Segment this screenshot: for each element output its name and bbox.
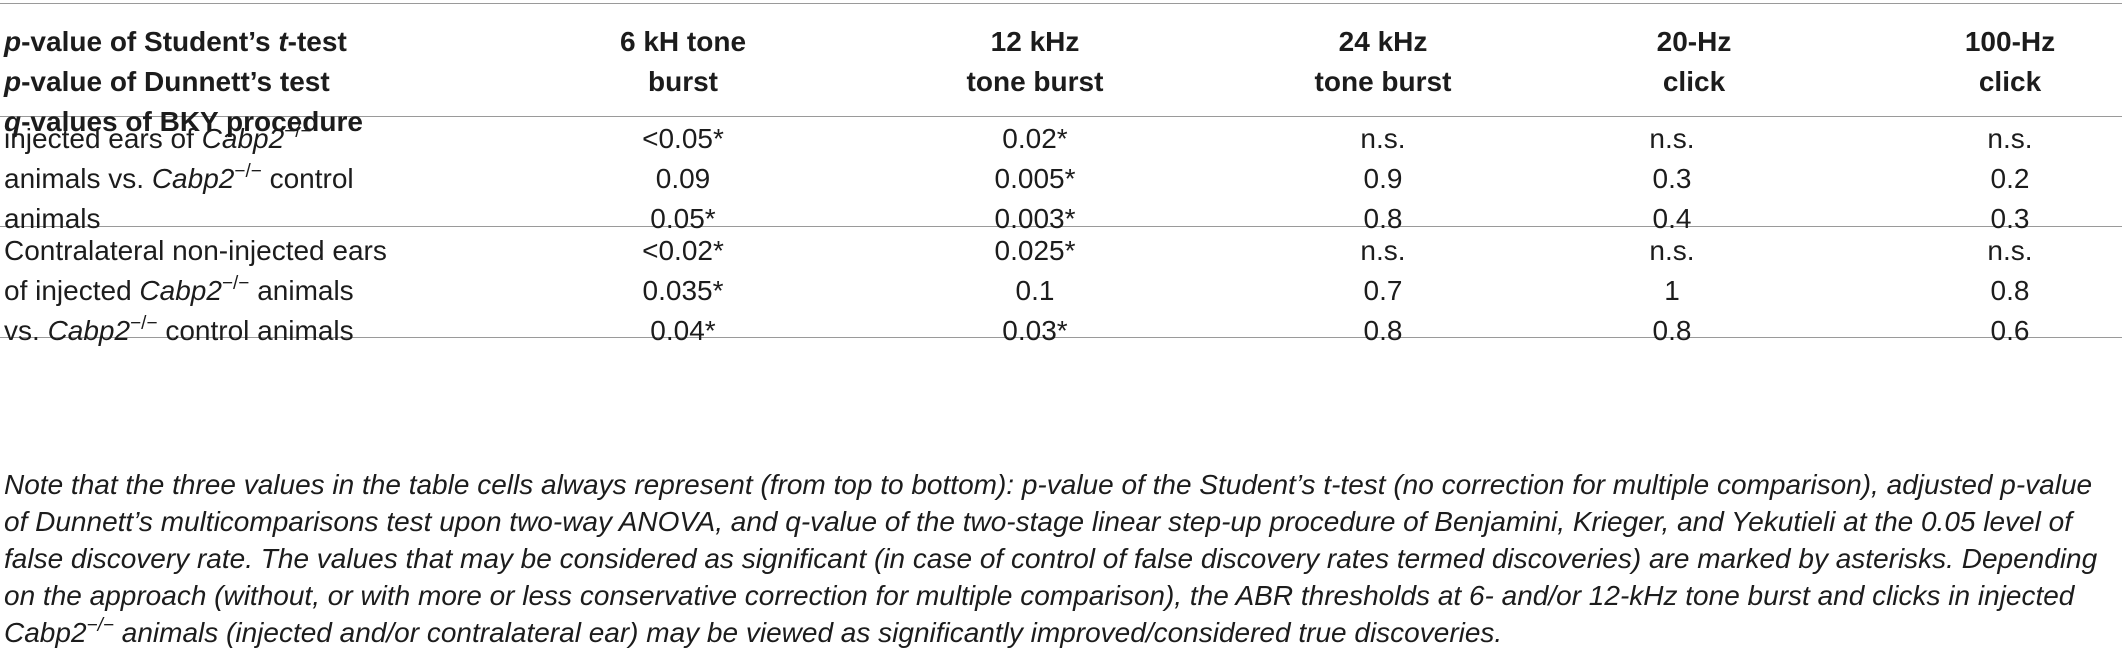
header-line-3: q-values of BKY procedure — [4, 106, 363, 137]
table-cell: n.s. 0.3 0.4 — [1649, 123, 1695, 234]
header-line-2: p-value of Dunnett’s test — [4, 66, 330, 97]
table-cell: 0.02* 0.005* 0.003* — [994, 123, 1076, 234]
column-header-24khz: 24 kHz tone burst — [1314, 26, 1452, 97]
header-bottom-rule — [0, 116, 2122, 117]
table-cell: <0.02* 0.035* 0.04* — [642, 235, 724, 346]
table-cell: n.s. 0.7 0.8 — [1360, 235, 1406, 346]
column-header-12khz: 12 kHz tone burst — [966, 26, 1104, 97]
row-separator-rule — [0, 226, 2122, 227]
table-top-rule — [0, 3, 2122, 4]
table-cell: 0.025* 0.1 0.03* — [994, 235, 1076, 346]
table-bottom-rule — [0, 337, 2122, 338]
table-cell: n.s. 1 0.8 — [1649, 235, 1695, 346]
table-cell: <0.05* 0.09 0.05* — [642, 123, 724, 234]
row-label-contralateral: Contralateral non-injected ears of injec… — [4, 235, 387, 346]
row-label-injected: injected ears of Cabp2−/− animals vs. Ca… — [4, 121, 354, 234]
header-row-label: p-value of Student’s t-test p-value of D… — [4, 22, 363, 142]
table-cell: n.s. 0.2 0.3 — [1987, 123, 2033, 234]
table-cell: n.s. 0.9 0.8 — [1360, 123, 1406, 234]
table-footnote: Note that the three values in the table … — [4, 469, 2098, 648]
table-cell: n.s. 0.8 0.6 — [1987, 235, 2033, 346]
column-header-20hz-click: 20-Hz click — [1656, 26, 1732, 97]
column-header-100hz-click: 100-Hz click — [1964, 26, 2056, 97]
header-line-1: p-value of Student’s t-test — [4, 26, 347, 57]
column-header-6khz: 6 kH tone burst — [619, 26, 747, 97]
